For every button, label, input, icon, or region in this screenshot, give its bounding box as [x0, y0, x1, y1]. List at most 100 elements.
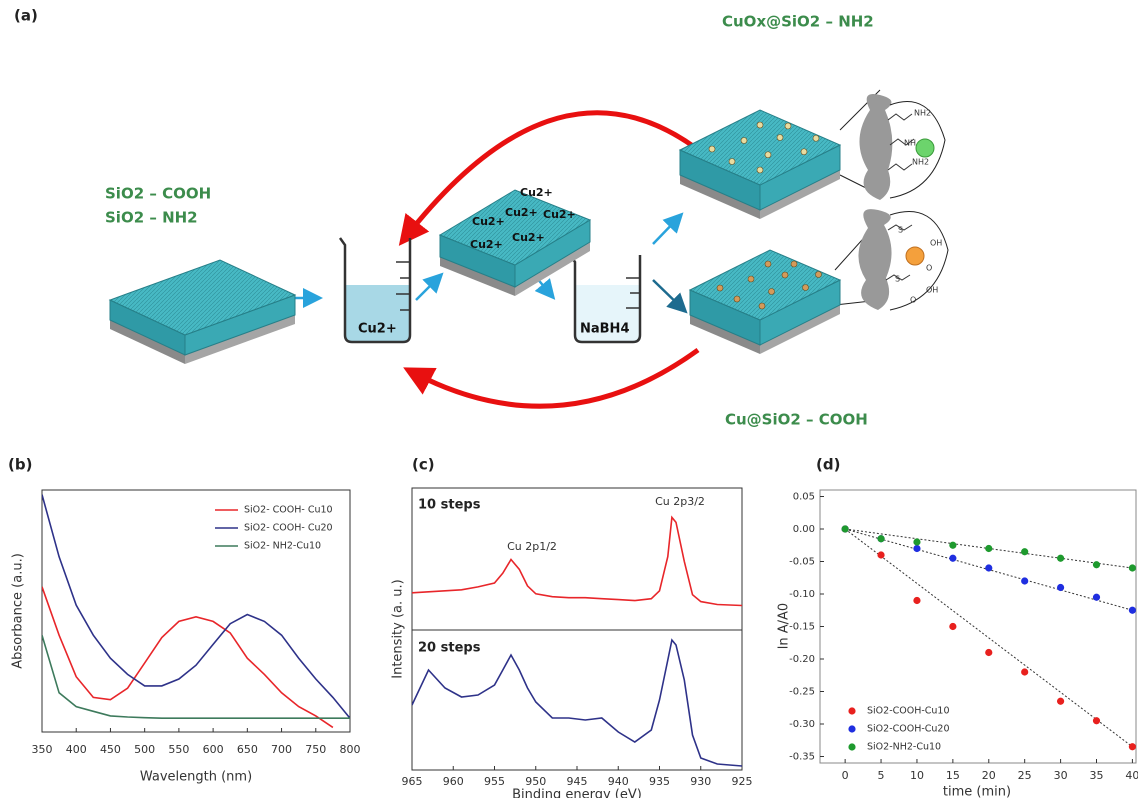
y-tick-label: -0.35: [789, 752, 815, 763]
particle: [803, 285, 809, 291]
data-point: [913, 538, 920, 545]
particle: [759, 303, 765, 309]
legend-label: SiO2- COOH- Cu20: [244, 523, 333, 534]
chem-label: O: [926, 264, 932, 273]
annotation: Cu 2p3/2: [655, 495, 705, 508]
data-point: [1021, 577, 1028, 584]
legend-label: SiO2-COOH-Cu20: [867, 724, 950, 735]
recycle-arrow: [412, 350, 698, 406]
legend-swatch: [848, 743, 855, 750]
y-tick-label: -0.20: [789, 654, 815, 665]
y-axis-label: Intensity (a. u.): [391, 579, 406, 678]
particle: [717, 285, 723, 291]
support-label: SiO2 – NH2: [105, 209, 198, 227]
chem-label: OH: [930, 239, 942, 248]
particle: [813, 135, 819, 141]
y-tick-label: 0.00: [793, 524, 815, 535]
particle: [709, 146, 715, 152]
chem-label: O: [910, 296, 916, 305]
chem-label: S: [895, 275, 900, 284]
legend-swatch: [848, 725, 855, 732]
x-tick-label: 925: [732, 775, 753, 788]
y-axis-label: Absorbance (a.u.): [11, 553, 26, 669]
product-label: CuOx@SiO2 – NH2: [722, 13, 874, 31]
arrow: [416, 276, 440, 300]
data-point: [1129, 743, 1136, 750]
series-line: [412, 640, 742, 766]
panel-label: (c): [412, 456, 435, 474]
data-point: [877, 535, 884, 542]
particle: [757, 122, 763, 128]
x-tick-label: 20: [982, 769, 996, 782]
series-line: [42, 635, 350, 718]
particle: [777, 135, 783, 141]
data-point: [1093, 717, 1100, 724]
x-tick-label: 945: [567, 775, 588, 788]
particle: [791, 261, 797, 267]
legend-label: SiO2- NH2-Cu10: [244, 541, 321, 552]
particle: [741, 138, 747, 144]
particle: [782, 272, 788, 278]
particle: [801, 149, 807, 155]
ion-label: Cu2+: [470, 238, 503, 251]
x-tick-label: 650: [237, 743, 258, 756]
x-tick-label: 25: [1018, 769, 1032, 782]
particle: [816, 272, 822, 278]
data-point: [949, 542, 956, 549]
data-point: [1093, 561, 1100, 568]
chem-label: OH: [926, 286, 938, 295]
x-tick-label: 930: [690, 775, 711, 788]
y-tick-label: -0.30: [789, 719, 815, 730]
x-tick-label: 965: [402, 775, 423, 788]
beaker-label: NaBH4: [580, 322, 630, 337]
data-point: [985, 564, 992, 571]
data-point: [1129, 607, 1136, 614]
arrow: [653, 280, 684, 310]
chem-label: NH2: [914, 109, 931, 118]
x-tick-label: 940: [608, 775, 629, 788]
particle: [765, 261, 771, 267]
particle: [765, 152, 771, 158]
schematic: (a) CuOx@SiO2 – NH2 SiO2 – COOH SiO2 – N…: [14, 7, 948, 429]
ion-label: Cu2+: [472, 215, 505, 228]
series-line: [412, 517, 742, 605]
x-tick-label: 5: [878, 769, 885, 782]
x-tick-label: 935: [649, 775, 670, 788]
carboxyl-inset: S OH O S OH O: [835, 209, 948, 310]
x-tick-label: 500: [134, 743, 155, 756]
y-tick-label: -0.10: [789, 589, 815, 600]
legend-swatch: [848, 707, 855, 714]
ion-label: Cu2+: [512, 231, 545, 244]
panel-label: (a): [14, 7, 38, 25]
data-point: [1129, 564, 1136, 571]
x-axis-label: time (min): [943, 785, 1011, 798]
y-tick-label: -0.15: [789, 622, 815, 633]
x-tick-label: 30: [1054, 769, 1068, 782]
legend-label: SiO2- COOH- Cu10: [244, 505, 333, 516]
beaker-label: Cu2+: [358, 322, 397, 337]
support-block: [110, 260, 295, 364]
x-axis-label: Binding energy (eV): [512, 788, 642, 798]
y-tick-label: 0.05: [793, 492, 815, 503]
data-point: [949, 555, 956, 562]
legend-label: SiO2-NH2-Cu10: [867, 742, 941, 753]
x-tick-label: 40: [1125, 769, 1138, 782]
x-tick-label: 750: [305, 743, 326, 756]
particle: [734, 296, 740, 302]
data-point: [877, 551, 884, 558]
x-tick-label: 400: [66, 743, 87, 756]
x-tick-label: 10: [910, 769, 924, 782]
data-point: [1093, 594, 1100, 601]
particle: [729, 159, 735, 165]
annotation: Cu 2p1/2: [507, 540, 557, 553]
ion-label: Cu2+: [520, 186, 553, 199]
x-tick-label: 450: [100, 743, 121, 756]
data-point: [985, 545, 992, 552]
panel-tag: 10 steps: [418, 498, 481, 513]
data-point: [913, 545, 920, 552]
ion-label: Cu2+: [505, 206, 538, 219]
figure: (a) CuOx@SiO2 – NH2 SiO2 – COOH SiO2 – N…: [0, 0, 1138, 798]
x-tick-label: 0: [842, 769, 849, 782]
panel-label: (b): [8, 456, 32, 474]
beaker: NaBH4: [570, 255, 640, 342]
